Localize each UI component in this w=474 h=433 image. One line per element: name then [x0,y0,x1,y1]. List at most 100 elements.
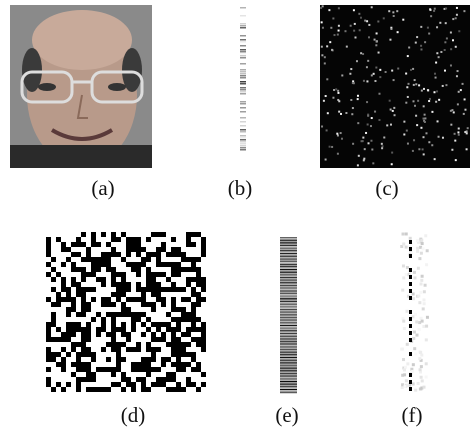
pixel [66,307,71,312]
pixel [81,377,86,382]
pixel [51,257,56,262]
pixel [156,337,161,342]
pixel [186,312,191,317]
pixel [151,322,156,327]
pixel [240,101,246,103]
pixel [240,149,246,151]
pixel [427,89,429,91]
pixel [116,357,121,362]
pixel [151,282,156,287]
pixel [46,327,51,332]
pixel [136,262,141,267]
pixel [151,352,156,357]
pixel [362,137,364,139]
pixel [66,332,71,337]
pixel [417,294,420,297]
pixel [280,237,297,238]
pixel [409,296,412,300]
pixel [403,373,406,376]
pixel [431,111,433,113]
pixel [71,322,76,327]
binary-matrix-d [46,232,206,392]
pixel [354,23,356,25]
pixel [460,89,462,91]
pixel [151,302,156,307]
pixel [439,22,441,24]
pixel [76,242,81,247]
pixel [456,7,458,9]
pixel [379,76,381,78]
pixel [131,347,136,352]
pixel [397,31,399,33]
pixel [101,317,106,322]
pixel [101,232,106,237]
pixel [408,83,410,85]
pixel [121,257,126,262]
pixel [280,304,297,305]
pixel [429,98,431,100]
pixel [161,302,166,307]
pixel [191,267,196,272]
pixel [403,368,406,371]
pixel [280,327,297,328]
pixel [111,302,116,307]
pixel [410,69,412,71]
pixel [280,288,297,289]
pixel [403,121,405,123]
pixel [280,314,297,315]
pixel [280,346,297,347]
pixel [402,264,405,267]
pixel [424,284,427,287]
pixel [161,262,166,267]
pixel [101,327,106,332]
pixel [240,57,246,59]
pixel [191,302,196,307]
pixel [420,48,422,50]
pixel [280,256,297,257]
pixel [161,297,166,302]
pixel [166,327,171,332]
pixel [349,73,351,75]
pixel [201,327,206,332]
pixel [51,357,56,362]
pixel [378,52,380,54]
pixel [386,124,388,126]
pixel [66,352,71,357]
pixel [146,277,151,282]
pixel [280,303,297,304]
pixel [418,84,420,86]
pixel [374,111,376,113]
pixel [423,290,426,293]
pixel [46,347,51,352]
pixel [111,372,116,377]
pixel [151,307,156,312]
pixel [146,302,151,307]
pixel [111,252,116,257]
pixel [280,287,297,288]
pixel [376,41,378,43]
pixel [413,331,416,334]
pixel [409,237,412,240]
pixel [405,379,408,382]
pixel [428,100,430,102]
pixel [76,282,81,287]
pixel [321,125,323,127]
pixel [280,338,297,339]
pixel [442,85,444,87]
pixel [409,380,412,384]
pixel [404,385,407,388]
pixel [176,327,181,332]
pixel [437,120,439,122]
pixel [335,88,337,90]
pixel [61,297,66,302]
pixel [131,387,136,392]
pixel [280,357,297,358]
pixel [91,297,96,302]
pixel [86,347,91,352]
pixel [81,297,86,302]
pixel [156,287,161,292]
pixel [171,362,176,367]
pixel [326,129,328,131]
pixel [419,291,422,294]
pixel [86,337,91,342]
